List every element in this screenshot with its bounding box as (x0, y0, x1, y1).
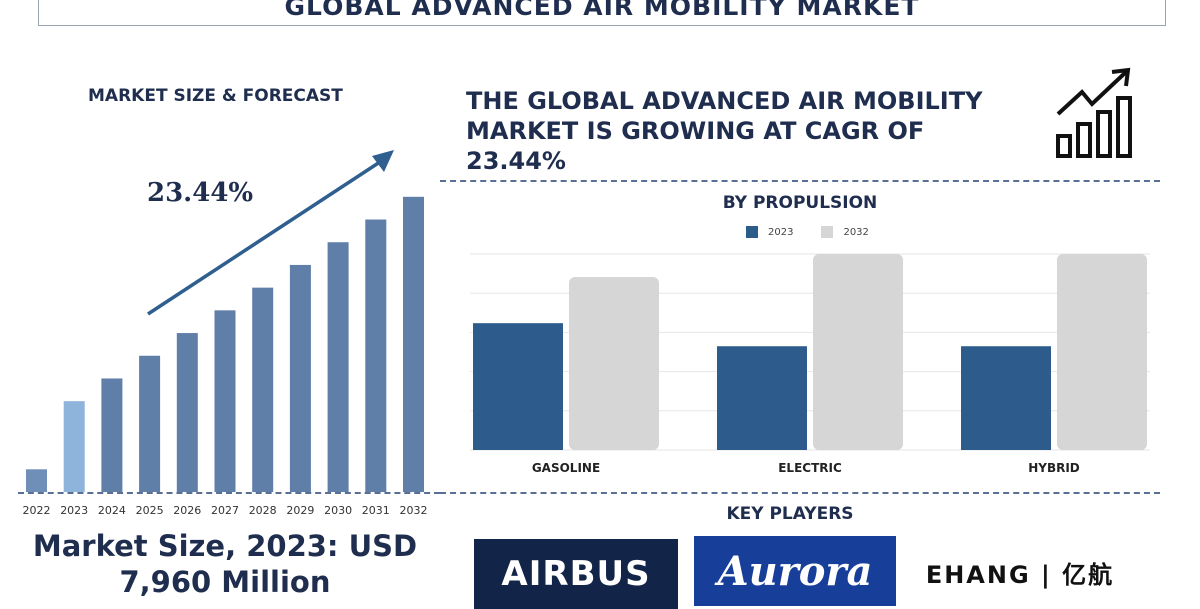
forecast-tick-2029: 2029 (286, 504, 314, 517)
forecast-bar-2027 (214, 310, 236, 492)
propulsion-legend: 2023 2032 (746, 226, 869, 238)
forecast-bar-2025 (139, 355, 161, 492)
market-size-heading: MARKET SIZE & FORECAST (88, 86, 343, 106)
forecast-tick-2023: 2023 (60, 504, 88, 517)
aurora-logo: Aurora (694, 536, 896, 606)
forecast-tick-2027: 2027 (211, 504, 239, 517)
forecast-bar-2024 (101, 378, 123, 492)
forecast-tick-2024: 2024 (98, 504, 126, 517)
airbus-logo-text: AIRBUS (501, 554, 651, 594)
growth-chart-icon (1056, 67, 1132, 158)
forecast-tick-2026: 2026 (173, 504, 201, 517)
forecast-bar-2022 (26, 469, 47, 492)
propulsion-tick-hybrid: HYBRID (1028, 461, 1080, 475)
market-size-line1: Market Size, 2023: USD (32, 529, 418, 563)
trend-arrow-line (147, 156, 387, 316)
key-players-heading: KEY PLAYERS (726, 504, 854, 524)
forecast-bar-2031 (365, 219, 387, 492)
propulsion-bar-electric-2023 (717, 346, 807, 450)
cagr-headline: THE GLOBAL ADVANCED AIR MOBILITY MARKET … (466, 87, 983, 175)
propulsion-heading: BY PROPULSION (722, 193, 878, 213)
forecast-bar-chart: 2022 2023 2024 2025 2026 2027 2028 2029 2030 2031… (23, 150, 428, 517)
legend-item-2032: 2032 (821, 226, 869, 238)
forecast-bar-2030 (327, 242, 349, 492)
forecast-bar-2032 (403, 196, 424, 493)
divider-left (18, 492, 440, 494)
legend-label-2023: 2023 (768, 226, 794, 238)
forecast-tick-2031: 2031 (362, 504, 390, 517)
propulsion-tick-electric: ELECTRIC (778, 461, 842, 475)
forecast-tick-2028: 2028 (249, 504, 277, 517)
propulsion-bar-chart: GASOLINE ELECTRIC HYBRID (470, 253, 1150, 475)
aurora-logo-text: Aurora (717, 547, 873, 595)
trend-arrow-head (372, 150, 394, 172)
airbus-logo: AIRBUS (474, 539, 678, 609)
forecast-tick-2025: 2025 (136, 504, 164, 517)
ehang-logo-text: EHANG | 亿航 (925, 560, 1115, 589)
propulsion-bar-hybrid-2032 (1057, 254, 1147, 450)
forecast-bar-2029 (289, 264, 311, 492)
forecast-bar-2026 (176, 333, 198, 492)
forecast-tick-2030: 2030 (324, 504, 352, 517)
cagr-annotation: 23.44% (147, 178, 254, 208)
propulsion-tick-gasoline: GASOLINE (532, 461, 600, 475)
divider-lower (440, 492, 1160, 494)
market-size-text: Market Size, 2023: USD 7,960 Million (0, 528, 450, 600)
legend-swatch-2032 (821, 226, 834, 238)
title-bar: GLOBAL ADVANCED AIR MOBILITY MARKET (38, 0, 1166, 26)
legend-swatch-2023 (746, 226, 758, 238)
market-size-line2: 7,960 Million (119, 565, 331, 599)
divider-upper (440, 180, 1160, 182)
forecast-bar-2028 (252, 287, 274, 492)
page-title: GLOBAL ADVANCED AIR MOBILITY MARKET (284, 0, 920, 21)
forecast-bar-2023 (63, 401, 85, 492)
propulsion-bar-electric-2032 (813, 254, 903, 450)
legend-label-2032: 2032 (843, 226, 869, 238)
propulsion-bar-gasoline-2032 (569, 277, 659, 450)
forecast-tick-2032: 2032 (400, 504, 428, 517)
ehang-logo: EHANG | 亿航 (920, 554, 1120, 590)
propulsion-bar-hybrid-2023 (961, 346, 1051, 450)
legend-item-2023: 2023 (746, 226, 793, 238)
forecast-tick-2022: 2022 (23, 504, 51, 517)
propulsion-bar-gasoline-2023 (473, 323, 563, 450)
